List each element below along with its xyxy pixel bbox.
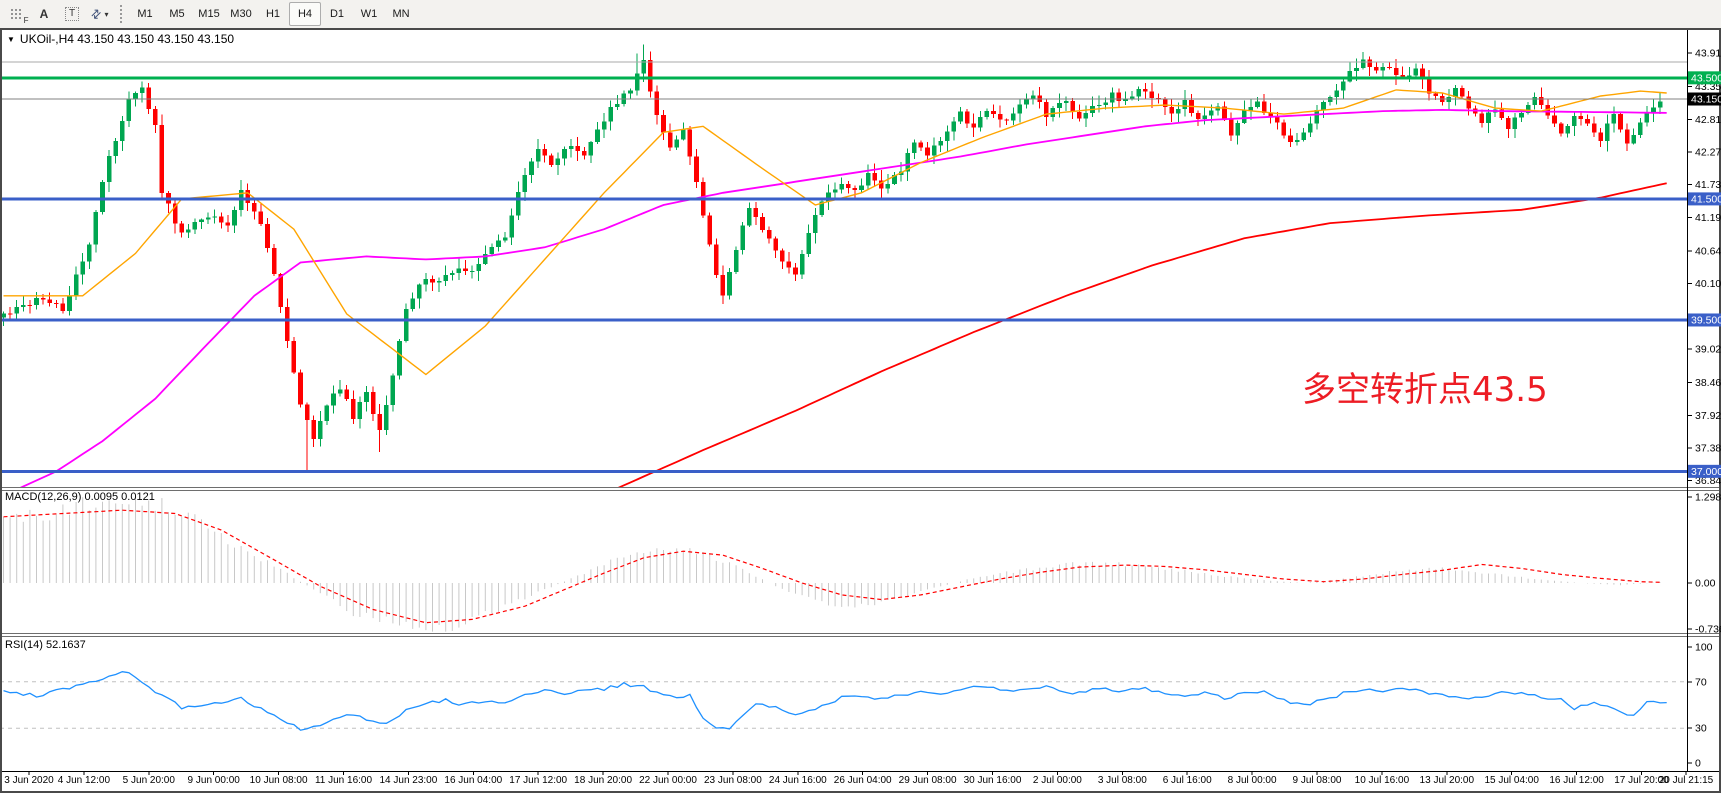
timeframe-button-m1[interactable]: M1 xyxy=(137,8,153,20)
text-label-icon[interactable]: T xyxy=(59,2,85,26)
time-axis-label: 9 Jun 00:00 xyxy=(187,775,240,786)
timeframe-button-m15[interactable]: M15 xyxy=(198,8,220,20)
timeframe-button-h1[interactable]: H1 xyxy=(265,8,281,20)
price-scale-label: 1.2985 xyxy=(1695,492,1721,504)
time-axis-label: 20 Jul 21:15 xyxy=(1658,775,1714,786)
timeframe-button-mn[interactable]: MN xyxy=(392,8,410,20)
timeframe-button-h4[interactable]: H4 xyxy=(289,2,321,26)
time-axis-label: 22 Jun 00:00 xyxy=(639,775,697,786)
svg-text:41.500: 41.500 xyxy=(1691,193,1721,205)
time-axis-label: 11 Jun 16:00 xyxy=(314,775,373,786)
time-axis-label: 9 Jul 08:00 xyxy=(1292,775,1342,786)
price-badge-37.000 xyxy=(1688,464,1721,478)
price-scale-label: 43.910 xyxy=(1695,48,1721,60)
time-axis[interactable]: 3 Jun 2020 4 Jun 12:00 5 Jun 20:00 9 Jun 00… xyxy=(0,775,1721,793)
price-scale-label: 40.640 xyxy=(1695,245,1721,257)
macd-label: MACD(12,26,9) 0.0095 0.0121 xyxy=(5,491,155,503)
time-axis-label: 10 Jul 16:00 xyxy=(1354,775,1410,786)
time-axis-label: 5 Jun 20:00 xyxy=(122,775,175,786)
timeframe-toolbar: M1 M5 M15 M30 H1 H4 D1 W1 MN xyxy=(129,2,417,26)
price-scale-label: 37.385 xyxy=(1695,443,1721,455)
time-axis-label: 17 Jul 20:00 xyxy=(1614,775,1669,786)
price-scale[interactable]: 43.91043.35542.81542.27541.73541.19540.6… xyxy=(1688,48,1721,770)
price-scale-label: 37.925 xyxy=(1695,410,1721,422)
svg-text:43.500: 43.500 xyxy=(1691,72,1721,84)
timeframe-button-w1[interactable]: W1 xyxy=(360,8,378,20)
price-badge-41.500 xyxy=(1688,192,1721,206)
time-axis-label: 30 Jun 16:00 xyxy=(963,775,1022,786)
chart-grid-f-icon[interactable]: F xyxy=(3,2,29,26)
svg-text:39.500: 39.500 xyxy=(1691,314,1721,326)
price-badge-39.500 xyxy=(1688,313,1721,327)
time-axis-label: 17 Jun 12:00 xyxy=(509,775,568,786)
price-scale-label: 42.275 xyxy=(1695,146,1721,158)
price-scale-label: 100 xyxy=(1695,642,1713,654)
price-scale-label: 42.815 xyxy=(1695,114,1721,126)
font-icon[interactable]: A xyxy=(39,7,49,21)
time-axis-label: 18 Jun 20:00 xyxy=(574,775,633,786)
time-axis-label: 29 Jun 08:00 xyxy=(898,775,957,786)
time-axis-label: 3 Jul 08:00 xyxy=(1097,775,1147,786)
symbol-ohlc-text: UKOil-,H4 43.150 43.150 43.150 43.150 xyxy=(19,32,235,46)
crosshair-arrows-icon[interactable]: ⇄ ▾ xyxy=(87,5,109,23)
price-scale-label: 36.845 xyxy=(1695,475,1721,487)
dropdown-caret-icon[interactable]: ▾ xyxy=(104,9,109,19)
price-scale-label: 0.00 xyxy=(1695,578,1716,590)
time-axis-label: 23 Jun 08:00 xyxy=(703,775,762,786)
svg-text:43.150: 43.150 xyxy=(1691,94,1721,106)
price-scale-label: 41.735 xyxy=(1695,179,1721,191)
time-axis-label: 14 Jun 23:00 xyxy=(379,775,438,786)
price-scale-label: 40.100 xyxy=(1695,278,1721,290)
price-scale-label: -0.7362 xyxy=(1695,624,1721,636)
time-axis-label: 13 Jul 20:00 xyxy=(1419,775,1475,786)
symbol-ohlc-label: ▼ UKOil-,H4 43.150 43.150 43.150 43.150 xyxy=(7,32,234,46)
time-axis-label: 10 Jun 08:00 xyxy=(249,775,308,786)
price-badge-43.500 xyxy=(1688,71,1721,85)
price-scale-label: 30 xyxy=(1695,723,1707,735)
rsi-panel xyxy=(2,671,1687,731)
price-scale-label: 39.020 xyxy=(1695,344,1721,356)
timeframe-button-m5[interactable]: M5 xyxy=(169,8,185,20)
macd-panel xyxy=(3,497,1661,632)
price-scale-label: 70 xyxy=(1695,677,1707,689)
time-axis-label: 6 Jul 16:00 xyxy=(1162,775,1212,786)
price-badge-43.150 xyxy=(1688,92,1721,106)
price-scale-label: 38.465 xyxy=(1695,377,1721,389)
time-axis-label: 15 Jul 04:00 xyxy=(1484,775,1539,786)
toolbar: F A T ⇄ ▾ M1 M5 M15 M30 H1 H4 D1 W1 MN xyxy=(0,0,1721,28)
chart-window[interactable]: 43.91043.35542.81542.27541.73541.19540.6… xyxy=(0,28,1721,793)
time-axis-label: 4 Jun 12:00 xyxy=(57,775,111,786)
symbol-dropdown-icon[interactable]: ▼ xyxy=(7,35,15,44)
time-axis-label: 2 Jul 00:00 xyxy=(1032,775,1082,786)
svg-text:37.000: 37.000 xyxy=(1691,466,1721,478)
time-axis-label: 3 Jun 2020 xyxy=(4,775,54,786)
price-scale-label: 0 xyxy=(1695,758,1701,770)
chart-frame xyxy=(0,28,1721,793)
annotation-text: 多空转折点43.5 xyxy=(1302,370,1548,410)
rsi-label: RSI(14) 52.1637 xyxy=(5,639,86,651)
time-axis-label: 26 Jun 04:00 xyxy=(833,775,892,786)
time-axis-label: 8 Jul 00:00 xyxy=(1227,775,1277,786)
timeframe-button-d1[interactable]: D1 xyxy=(329,8,345,20)
time-axis-label: 24 Jun 16:00 xyxy=(768,775,827,786)
price-scale-label: 41.195 xyxy=(1695,212,1721,224)
candlesticks-layer xyxy=(2,44,1663,471)
price-chart-canvas[interactable]: 43.91043.35542.81542.27541.73541.19540.6… xyxy=(0,28,1721,793)
time-axis-label: 16 Jul 12:00 xyxy=(1549,775,1604,786)
time-axis-label: 16 Jun 04:00 xyxy=(444,775,503,786)
timeframe-button-m30[interactable]: M30 xyxy=(230,8,252,20)
toolbar-grip[interactable] xyxy=(118,5,124,23)
drawing-tools-group: F A T ⇄ ▾ xyxy=(3,2,113,26)
